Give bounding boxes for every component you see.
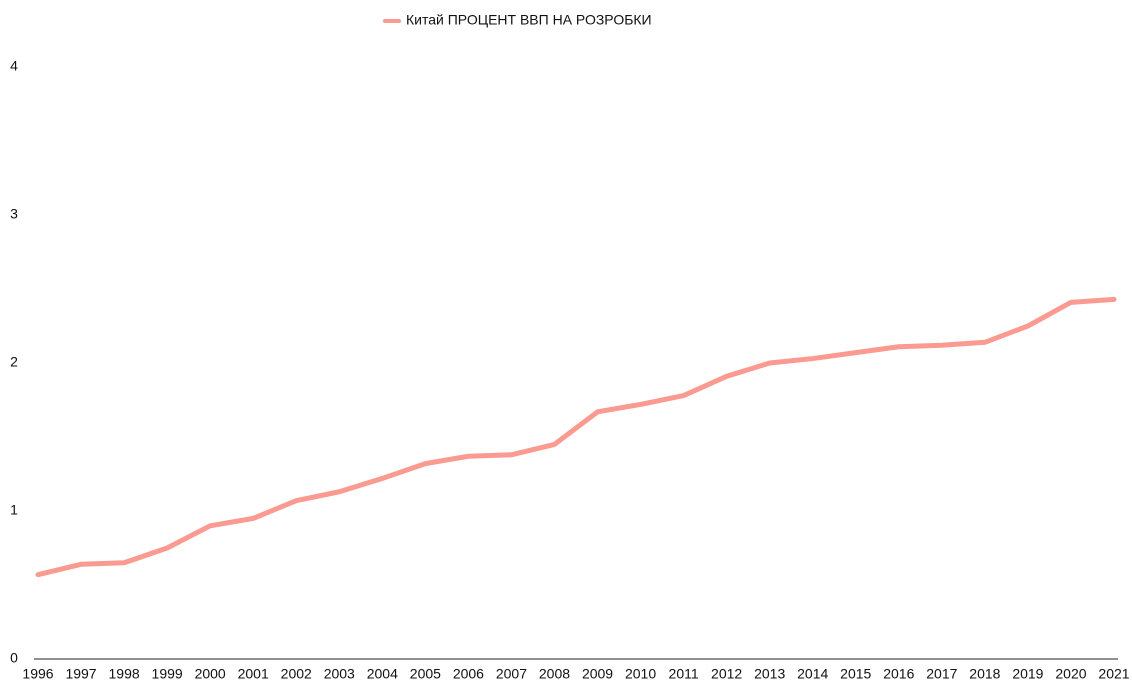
x-tick-label: 1996 — [22, 666, 53, 680]
x-tick-label: 2004 — [367, 666, 398, 680]
x-tick-label: 2007 — [496, 666, 527, 680]
x-tick-label: 1999 — [152, 666, 183, 680]
x-tick-label: 2015 — [840, 666, 871, 680]
x-tick-label: 2011 — [669, 666, 699, 680]
x-tick-label: 2005 — [410, 666, 441, 680]
x-tick-label: 2010 — [625, 666, 656, 680]
x-tick-label: 2013 — [754, 666, 785, 680]
x-tick-label: 2021 — [1098, 666, 1129, 680]
y-tick-label: 3 — [10, 206, 18, 222]
x-tick-label: 2012 — [711, 666, 742, 680]
x-tick-label: 2017 — [926, 666, 957, 680]
x-tick-label: 2009 — [582, 666, 613, 680]
y-tick-label: 1 — [10, 502, 18, 518]
x-tick-label: 1998 — [109, 666, 140, 680]
x-tick-label: 2002 — [281, 666, 312, 680]
x-tick-label: 2000 — [195, 666, 226, 680]
x-tick-label: 2008 — [539, 666, 570, 680]
x-tick-label: 2016 — [883, 666, 914, 680]
x-tick-label: 2019 — [1012, 666, 1043, 680]
x-tick-label: 2018 — [969, 666, 1000, 680]
x-tick-label: 1997 — [65, 666, 96, 680]
x-tick-label: 2001 — [238, 666, 269, 680]
y-tick-label: 0 — [10, 650, 18, 666]
y-tick-label: 4 — [10, 58, 18, 74]
line — [35, 296, 1117, 578]
y-tick-label: 2 — [10, 354, 18, 370]
x-tick-label: 2006 — [453, 666, 484, 680]
legend-label: Китай ПРОЦЕНТ ВВП НА РОЗРОБКИ — [406, 12, 652, 28]
x-tick-label: 2014 — [797, 666, 828, 680]
x-tick-label: 2020 — [1055, 666, 1086, 680]
x-tick-label: 2003 — [324, 666, 355, 680]
